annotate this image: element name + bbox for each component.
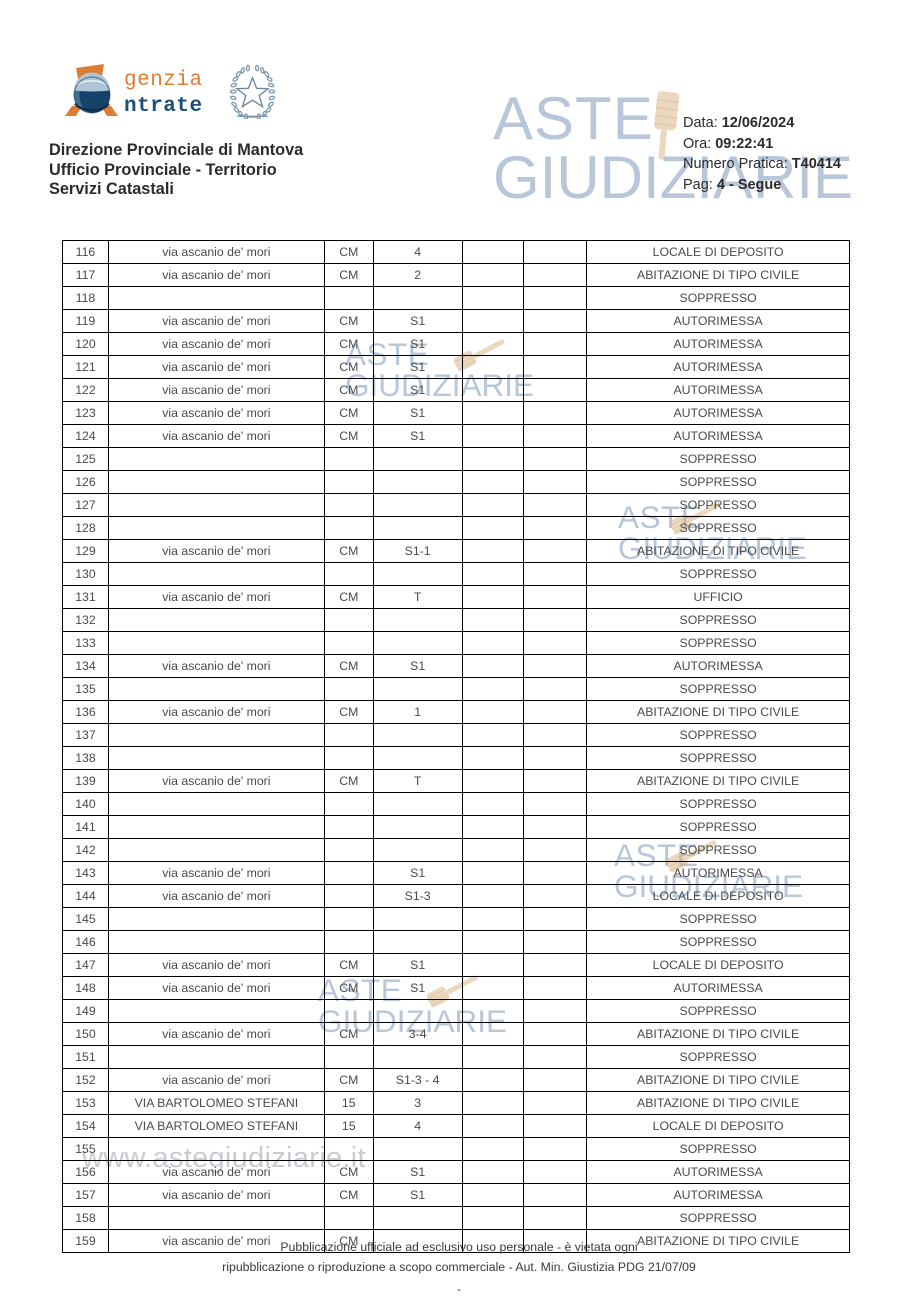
svg-text:ntrate: ntrate bbox=[124, 95, 203, 118]
svg-text:genzia: genzia bbox=[124, 69, 203, 92]
